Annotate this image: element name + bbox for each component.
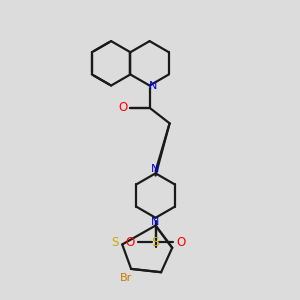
- Text: S: S: [152, 236, 160, 249]
- Text: N: N: [152, 164, 160, 174]
- Text: O: O: [176, 236, 186, 249]
- Text: O: O: [118, 101, 128, 114]
- Text: N: N: [149, 81, 157, 91]
- Text: N: N: [152, 217, 160, 227]
- Text: S: S: [111, 236, 118, 249]
- Text: Br: Br: [119, 273, 132, 283]
- Text: O: O: [125, 236, 135, 249]
